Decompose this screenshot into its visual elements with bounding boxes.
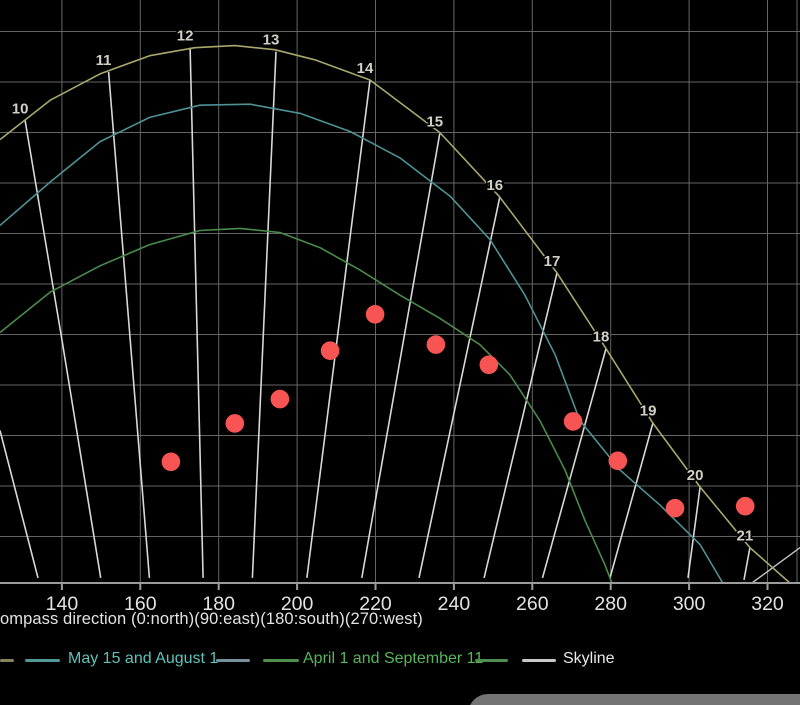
hour-line-19 (609, 422, 654, 579)
legend-line-sample (216, 659, 250, 662)
x-tick-label: 160 (124, 593, 157, 615)
x-axis-title: ompass direction (0:north)(90:east)(180:… (0, 610, 423, 628)
hour-line-21 (743, 547, 751, 581)
sun-position-dot (665, 498, 685, 518)
hour-line-11 (107, 71, 151, 578)
hour-line-edge (0, 430, 39, 579)
legend-line-sample (25, 659, 60, 662)
hour-label-11: 11 (96, 52, 112, 69)
sun-position-dot (365, 305, 385, 324)
sun-position-dot (479, 355, 499, 375)
hour-line-15 (361, 133, 441, 579)
sun-position-dot (270, 389, 290, 409)
hour-label-14: 14 (357, 60, 374, 77)
hour-line-20 (687, 486, 701, 579)
hour-label-19: 19 (640, 402, 657, 419)
sun-position-dot (225, 414, 245, 433)
bottom-sheet-handle[interactable] (468, 694, 800, 705)
x-tick-label: 260 (516, 593, 549, 615)
curve-upper_sun_path (0, 44, 791, 584)
x-tick-label: 320 (751, 593, 784, 615)
hour-label-10: 10 (12, 100, 29, 117)
hour-line-12 (189, 47, 204, 578)
curve-skyline (0, 547, 800, 584)
hour-line-10 (24, 120, 102, 579)
hour-label-12: 12 (177, 28, 194, 45)
legend-line-sample (475, 659, 508, 662)
hour-label-15: 15 (426, 114, 443, 131)
sun-position-dot (320, 341, 340, 361)
hour-label-17: 17 (544, 253, 561, 270)
sun-position-dot (563, 412, 583, 431)
hour-line-13 (251, 51, 277, 578)
hour-line-18 (541, 348, 607, 579)
x-tick-label: 180 (202, 593, 235, 615)
hour-label-21: 21 (737, 528, 754, 545)
x-axis-ticks: 140 160 180 200 220 240 260 280 300 320 (46, 583, 784, 615)
x-tick-label: 240 (438, 593, 471, 615)
chart-legend: May 15 and August 1 April 1 and September… (0, 650, 800, 672)
curve-april_sept_path (0, 227, 613, 584)
curve-may_august_path (0, 103, 724, 584)
x-tick-label: 220 (359, 593, 392, 615)
x-tick-label: 300 (673, 593, 706, 615)
legend-label: Skyline (563, 650, 615, 667)
legend-line-sample (263, 659, 299, 662)
hour-labels: 10 11 12 13 14 15 16 17 18 19 20 21 (10, 26, 754, 546)
sun-position-dot (608, 451, 628, 471)
legend-label: May 15 and August 1 (68, 650, 219, 667)
sun-position-dots (161, 305, 755, 518)
gridlines (0, 0, 800, 583)
legend-line-sample (522, 659, 556, 662)
x-tick-label: 280 (594, 593, 627, 615)
legend-line-sample (0, 659, 14, 662)
hour-line-14 (306, 79, 371, 579)
hour-line-17 (483, 272, 558, 579)
legend-label: April 1 and September 11 (303, 650, 484, 667)
x-tick-label: 140 (46, 593, 79, 615)
hour-label-20: 20 (687, 467, 704, 484)
hour-label-13: 13 (263, 32, 280, 49)
hour-line-16 (418, 196, 501, 579)
sun-position-dot (161, 452, 181, 472)
x-tick-label: 200 (281, 593, 314, 615)
hour-label-16: 16 (486, 177, 503, 194)
sun-position-dot (735, 496, 755, 516)
sun-position-dot (426, 335, 446, 354)
hour-label-18: 18 (593, 329, 610, 346)
